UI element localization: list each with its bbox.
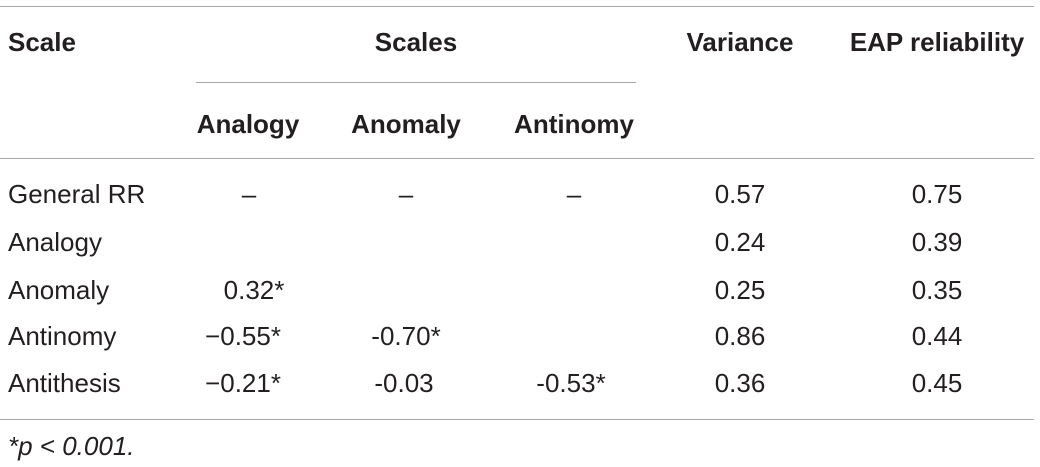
- cell-variance: 0.57: [714, 179, 766, 209]
- cell-anomaly: -0.03: [374, 368, 434, 398]
- cell-anomaly: -0.70*: [371, 321, 441, 351]
- cell-variance: 0.86: [714, 321, 766, 351]
- cell-eap: 0.45: [911, 368, 963, 398]
- table-footnote: *p < 0.001.: [8, 431, 135, 461]
- cell-analogy: −0.21*: [205, 368, 281, 398]
- cell-eap: 0.75: [911, 179, 963, 209]
- cell-anomaly: –: [398, 179, 414, 209]
- table-bottom-rule: [0, 419, 1034, 420]
- row-label: Analogy: [8, 227, 102, 257]
- header-analogy: Analogy: [196, 109, 300, 139]
- cell-variance: 0.24: [714, 227, 766, 257]
- cell-antinomy: -0.53*: [536, 368, 606, 398]
- header-anomaly: Anomaly: [351, 109, 461, 139]
- cell-variance: 0.36: [714, 368, 766, 398]
- header-scale: Scale: [8, 27, 76, 57]
- cell-analogy: 0.32*: [223, 275, 285, 305]
- cell-antinomy: –: [566, 179, 582, 209]
- top-rule: [0, 6, 1034, 7]
- cell-eap: 0.35: [911, 275, 963, 305]
- header-eap-reliability: EAP reliability: [849, 27, 1025, 57]
- header-bottom-rule: [0, 158, 1034, 159]
- cell-eap: 0.44: [911, 321, 963, 351]
- header-antinomy: Antinomy: [514, 109, 634, 139]
- cell-analogy: −0.55*: [205, 321, 281, 351]
- row-label: Anomaly: [8, 275, 110, 305]
- row-label: General RR: [8, 179, 146, 209]
- scales-group-rule: [196, 82, 636, 83]
- row-label: Antithesis: [8, 368, 121, 398]
- header-scales-group: Scales: [374, 27, 458, 57]
- row-label: Antinomy: [8, 321, 117, 351]
- header-variance: Variance: [686, 27, 794, 57]
- cell-eap: 0.39: [911, 227, 963, 257]
- cell-variance: 0.25: [714, 275, 766, 305]
- cell-analogy: –: [241, 179, 257, 209]
